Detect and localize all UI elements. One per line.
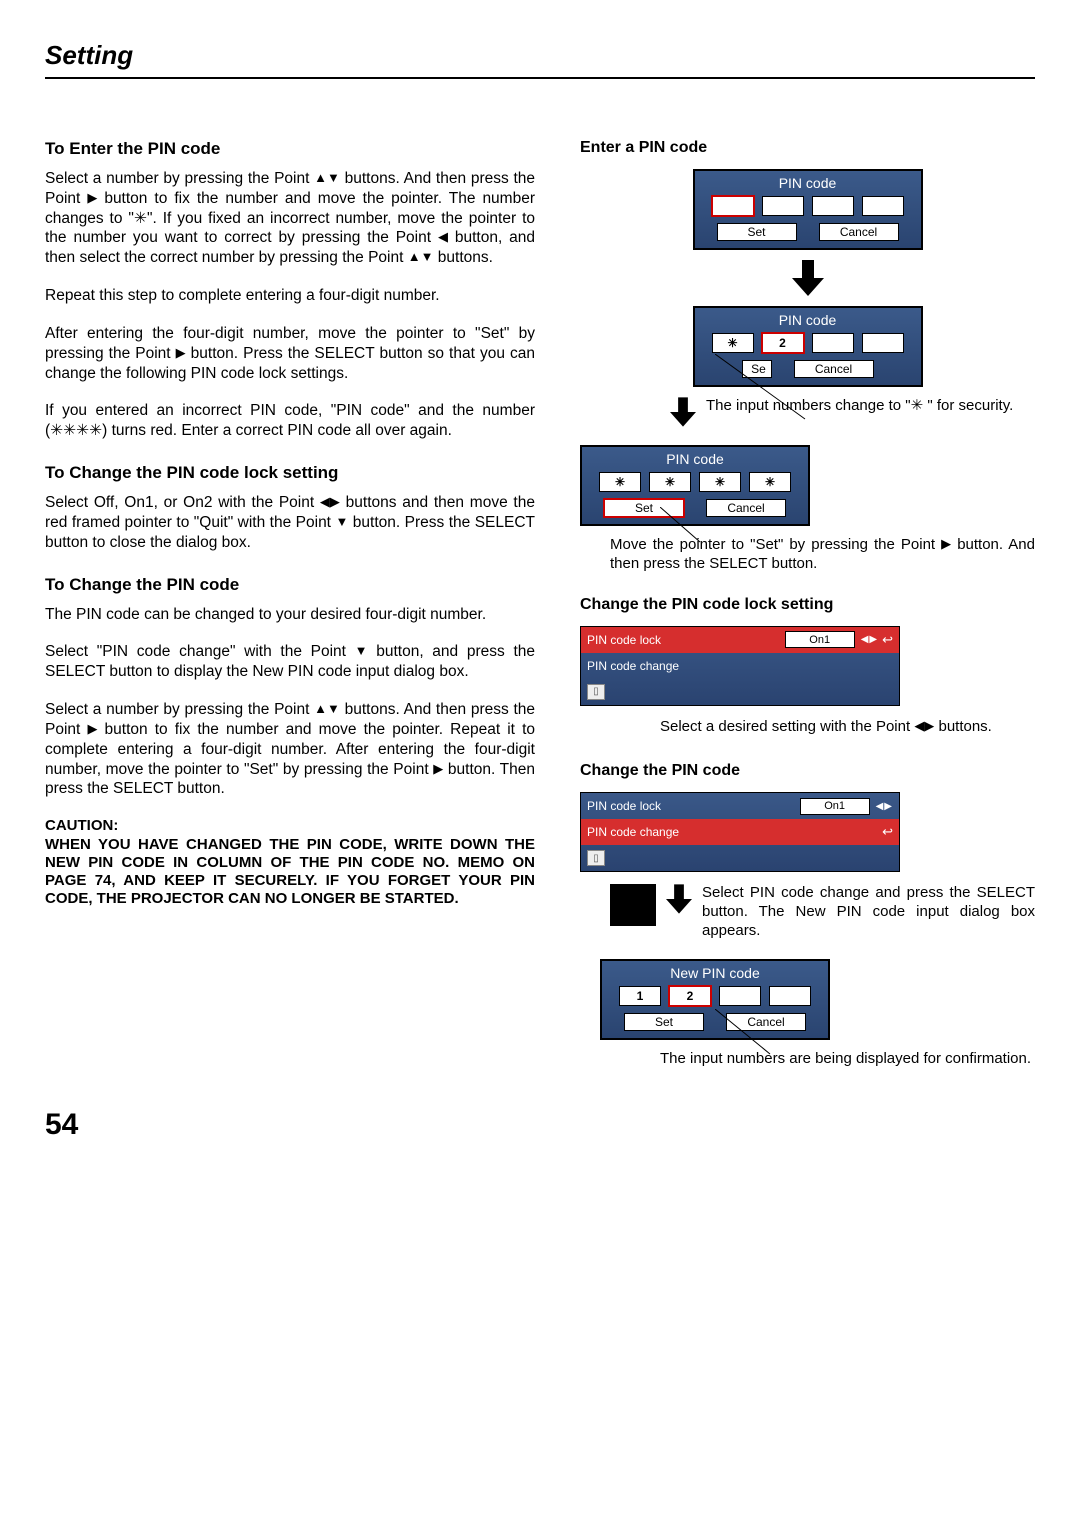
cancel-button[interactable]: Cancel xyxy=(819,223,899,241)
black-square-icon xyxy=(610,884,656,926)
leftright-icon: ◀▶ xyxy=(320,494,340,511)
menu-bottom: ▯ xyxy=(581,679,899,705)
para-enter-1: Select a number by pressing the Point ▲▼… xyxy=(45,169,535,268)
pin-dialog-title: PIN code xyxy=(700,312,916,328)
pin-dialog-title: PIN code xyxy=(587,451,803,467)
pin-digit-1[interactable]: 1 xyxy=(619,986,661,1006)
back-icon: ↩ xyxy=(882,632,893,648)
down-arrow-icon xyxy=(666,884,692,914)
pin-digit-1[interactable] xyxy=(712,196,754,216)
quit-icon[interactable]: ▯ xyxy=(587,850,605,866)
asterisk-icon: ✳ xyxy=(134,210,147,227)
menu-value: On1 xyxy=(800,798,870,815)
caution-body: WHEN YOU HAVE CHANGED THE PIN CODE, WRIT… xyxy=(45,836,535,909)
pin-dialog-empty: PIN code Set Cancel xyxy=(693,169,923,250)
leftright-icon: ◀▶ xyxy=(914,718,934,734)
pin-digit-3[interactable] xyxy=(812,333,854,353)
caution-label: CAUTION: xyxy=(45,817,535,835)
menu-label-change: PIN code change xyxy=(587,825,882,839)
page-number: 54 xyxy=(45,1108,1035,1142)
right-h2: Change the PIN code lock setting xyxy=(580,596,1035,614)
set-button[interactable]: Set xyxy=(717,223,797,241)
right-icon: ▶ xyxy=(433,761,443,778)
heading-change-lock: To Change the PIN code lock setting xyxy=(45,463,535,483)
menu-value: On1 xyxy=(785,631,855,648)
menu-label-lock: PIN code lock xyxy=(587,633,785,647)
right-column: Enter a PIN code PIN code Set Cancel PIN… xyxy=(580,139,1035,1068)
pin-digit-2[interactable]: 2 xyxy=(669,986,711,1006)
para-enter-2: Repeat this step to complete entering a … xyxy=(45,286,535,306)
pin-dialog-partial: PIN code ✳ 2 Se Cancel xyxy=(693,306,923,387)
note-confirmation: The input numbers are being displayed fo… xyxy=(660,1050,1035,1069)
right-icon: ▶ xyxy=(87,721,97,738)
menu-change-pin: PIN code lock On1 ◀▶ PIN code change ↩ ▯ xyxy=(580,792,900,872)
leftright-icon: ◀▶ xyxy=(861,634,878,645)
pin-digit-2[interactable] xyxy=(762,196,804,216)
menu-row-lock[interactable]: PIN code lock On1 ◀▶ xyxy=(581,793,899,819)
pin-digit-4[interactable] xyxy=(862,333,904,353)
pin-dialog-full: PIN code ✳ ✳ ✳ ✳ Set Cancel xyxy=(580,445,810,526)
quit-icon[interactable]: ▯ xyxy=(587,684,605,700)
heading-change-pin: To Change the PIN code xyxy=(45,575,535,595)
updown-icon: ▲▼ xyxy=(314,701,340,718)
down-icon: ▼ xyxy=(355,643,368,660)
note-desired-setting: Select a desired setting with the Point … xyxy=(660,718,1035,737)
title-rule xyxy=(45,77,1035,79)
pin-digit-4[interactable] xyxy=(769,986,811,1006)
para-change-lock: Select Off, On1, or On2 with the Point ◀… xyxy=(45,493,535,552)
cancel-button[interactable]: Cancel xyxy=(794,360,874,378)
left-icon: ◀ xyxy=(438,229,448,246)
right-h1: Enter a PIN code xyxy=(580,139,1035,157)
back-icon: ↩ xyxy=(882,824,893,840)
pin-digit-1[interactable]: ✳ xyxy=(712,333,754,353)
para-enter-3: After entering the four-digit number, mo… xyxy=(45,324,535,383)
pin-digit-2[interactable]: 2 xyxy=(762,333,804,353)
pin-digit-4[interactable]: ✳ xyxy=(749,472,791,492)
down-arrow-icon xyxy=(670,397,696,427)
pin-digit-3[interactable] xyxy=(812,196,854,216)
leftright-icon: ◀▶ xyxy=(876,801,893,812)
updown-icon: ▲▼ xyxy=(314,170,340,187)
right-icon: ▶ xyxy=(87,190,97,207)
pin-digit-3[interactable]: ✳ xyxy=(699,472,741,492)
note-security: The input numbers change to "✳ " for sec… xyxy=(706,397,1035,416)
para-enter-4: If you entered an incorrect PIN code, "P… xyxy=(45,401,535,441)
asterisk4-icon: ✳✳✳✳ xyxy=(50,422,102,439)
page-title: Setting xyxy=(45,40,1035,71)
menu-bottom: ▯ xyxy=(581,845,899,871)
updown-icon: ▲▼ xyxy=(408,249,434,266)
down-icon: ▼ xyxy=(335,514,348,531)
cancel-button[interactable]: Cancel xyxy=(726,1013,806,1031)
note-select-change: Select PIN code change and press the SEL… xyxy=(702,884,1035,940)
pin-dialog-title: PIN code xyxy=(700,175,916,191)
set-button[interactable]: Se xyxy=(742,360,772,378)
menu-row-change[interactable]: PIN code change ↩ xyxy=(581,819,899,845)
menu-row-change[interactable]: PIN code change xyxy=(581,653,899,679)
set-button[interactable]: Set xyxy=(604,499,684,517)
heading-enter-pin: To Enter the PIN code xyxy=(45,139,535,159)
menu-lock-setting: PIN code lock On1 ◀▶ ↩ PIN code change ▯ xyxy=(580,626,900,706)
right-h3: Change the PIN code xyxy=(580,762,1035,780)
para-change-3: Select a number by pressing the Point ▲▼… xyxy=(45,700,535,799)
pin-digit-1[interactable]: ✳ xyxy=(599,472,641,492)
para-change-2: Select "PIN code change" with the Point … xyxy=(45,642,535,682)
menu-label-change: PIN code change xyxy=(587,659,893,673)
right-icon: ▶ xyxy=(176,345,186,362)
set-button[interactable]: Set xyxy=(624,1013,704,1031)
pin-digit-4[interactable] xyxy=(862,196,904,216)
down-arrow-icon xyxy=(792,260,824,296)
pin-digit-3[interactable] xyxy=(719,986,761,1006)
menu-row-lock[interactable]: PIN code lock On1 ◀▶ ↩ xyxy=(581,627,899,653)
cancel-button[interactable]: Cancel xyxy=(706,499,786,517)
note-set: Move the pointer to "Set" by pressing th… xyxy=(610,536,1035,574)
left-column: To Enter the PIN code Select a number by… xyxy=(45,139,535,1068)
new-pin-title: New PIN code xyxy=(607,965,823,981)
para-change-1: The PIN code can be changed to your desi… xyxy=(45,605,535,625)
new-pin-dialog: New PIN code 1 2 Set Cancel xyxy=(600,959,830,1040)
right-icon: ▶ xyxy=(941,536,951,552)
menu-label-lock: PIN code lock xyxy=(587,799,800,813)
pin-digit-2[interactable]: ✳ xyxy=(649,472,691,492)
